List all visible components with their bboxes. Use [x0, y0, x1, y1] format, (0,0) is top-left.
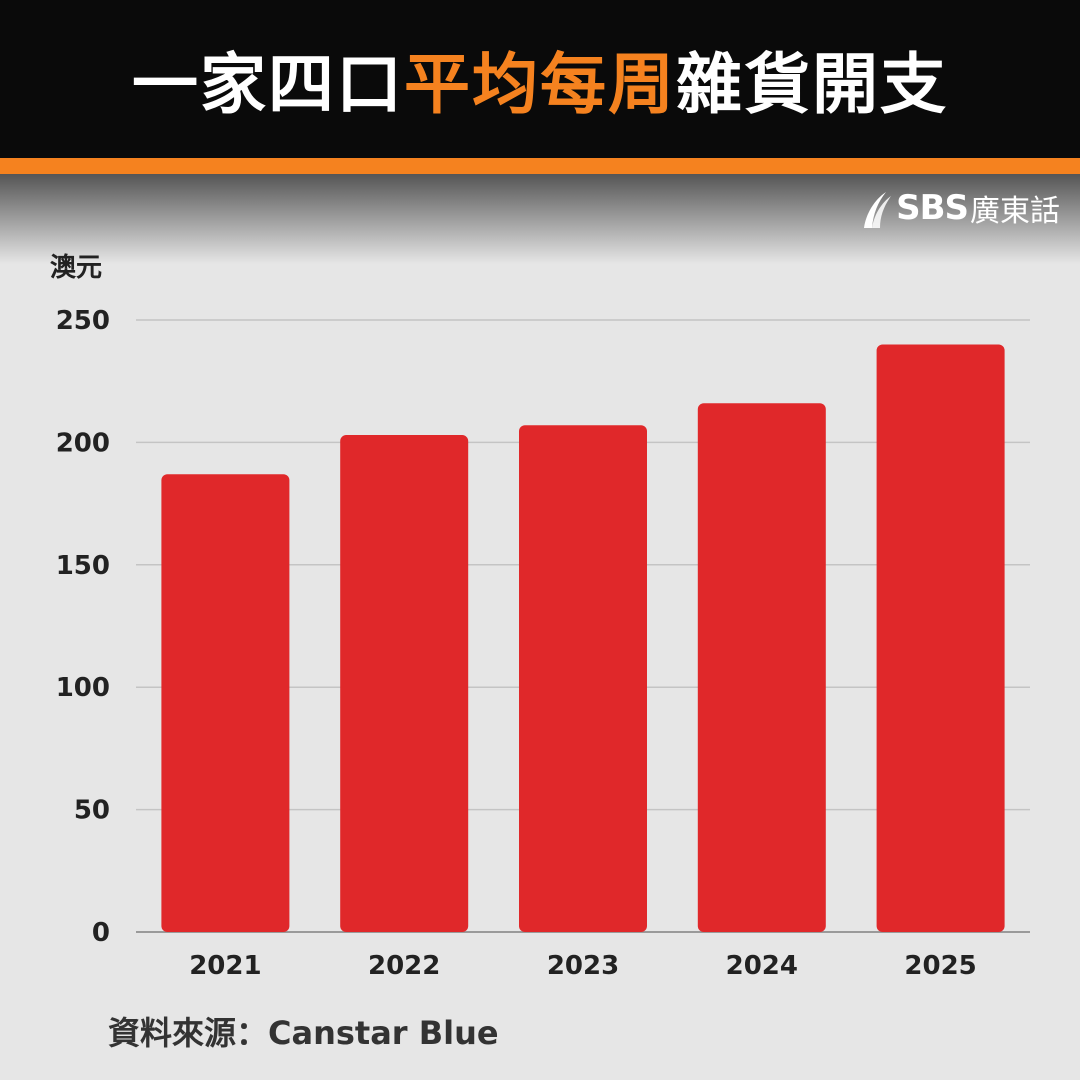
- y-tick-label: 0: [92, 918, 110, 948]
- y-tick-label: 250: [56, 306, 110, 336]
- x-tick-label: 2024: [726, 951, 798, 981]
- title-part-1: 一家四口: [132, 46, 404, 123]
- x-tick-label: 2022: [368, 951, 440, 981]
- y-tick-label: 50: [74, 796, 110, 826]
- title-part-2: 雜貨開支: [676, 46, 948, 123]
- bars: [161, 344, 1005, 933]
- page-title: 一家四口平均每周雜貨開支: [132, 31, 948, 127]
- sbs-logo: SBS 廣東話: [860, 186, 1060, 230]
- logo-brand: SBS: [896, 188, 969, 228]
- sbs-swoosh-icon: [864, 192, 892, 228]
- y-tick-label: 100: [56, 673, 110, 703]
- header-shadow: [0, 174, 1080, 264]
- source-note: 資料來源：Canstar Blue: [108, 1014, 499, 1052]
- y-tick-label: 150: [56, 551, 110, 581]
- bar-2023: [519, 425, 647, 932]
- bar-2021: [161, 474, 290, 932]
- title-highlight: 平均每周: [404, 46, 676, 123]
- accent-stripe: [0, 158, 1080, 174]
- x-tick-labels: 2021 2022 2023 2024 2025: [189, 951, 977, 981]
- y-tick-label: 200: [56, 428, 110, 458]
- y-tick-labels: 0 50 100 150 200 250: [56, 306, 110, 948]
- bar-2024: [697, 403, 826, 932]
- bar-2025: [876, 344, 1005, 933]
- bar-2022: [340, 435, 469, 932]
- x-tick-label: 2025: [904, 951, 976, 981]
- header-banner: 一家四口平均每周雜貨開支: [0, 0, 1080, 158]
- x-tick-label: 2023: [547, 951, 619, 981]
- x-tick-label: 2021: [189, 951, 261, 981]
- bar-chart: 澳元 0 50 100 150 200 250 2021 2022 2023 2024 2025: [50, 253, 1030, 981]
- logo-language: 廣東話: [970, 194, 1060, 229]
- y-axis-label: 澳元: [50, 253, 102, 283]
